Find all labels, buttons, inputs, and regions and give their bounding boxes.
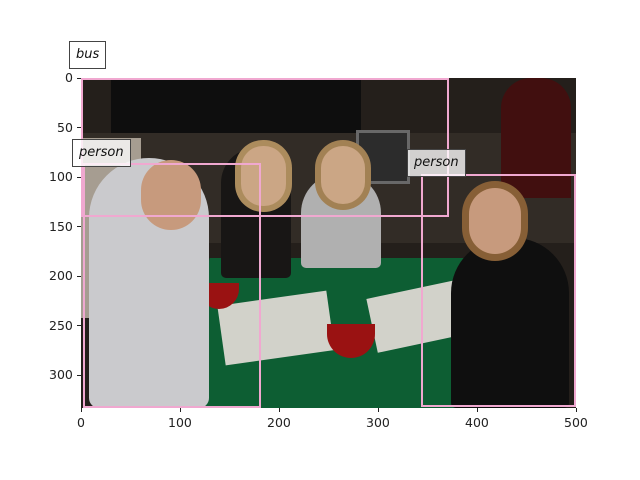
y-tick	[77, 176, 81, 178]
x-tick	[179, 408, 181, 412]
y-tick-label: 100	[49, 169, 73, 185]
woman-left-head	[241, 146, 286, 206]
x-tick-label: 100	[168, 415, 192, 430]
tv	[111, 78, 361, 133]
x-tick	[476, 408, 478, 412]
y-tick	[77, 127, 81, 129]
man-head	[141, 160, 201, 230]
y-tick	[77, 374, 81, 376]
background-person	[501, 78, 571, 198]
y-tick	[77, 226, 81, 228]
bbox-person	[82, 163, 262, 408]
x-tick-label: 200	[267, 415, 291, 430]
photo	[81, 78, 576, 408]
x-tick-label: 500	[564, 415, 588, 430]
bbox-label-bus: bus	[69, 41, 107, 69]
y-tick	[77, 275, 81, 277]
y-tick-label: 150	[49, 218, 73, 234]
y-tick	[77, 325, 81, 327]
y-tick-label: 250	[49, 317, 73, 333]
x-tick-label: 300	[366, 415, 390, 430]
y-tick-label: 50	[57, 119, 73, 135]
y-tick-label: 300	[49, 367, 73, 383]
woman-right	[451, 238, 569, 408]
y-tick-label: 0	[65, 70, 73, 85]
x-tick-label: 0	[77, 415, 85, 430]
x-tick-label: 400	[465, 415, 489, 430]
x-tick	[575, 408, 577, 412]
bbox-label-person: person	[72, 139, 131, 167]
x-tick	[377, 408, 379, 412]
y-tick	[77, 77, 81, 79]
bbox-label-person: person	[407, 149, 466, 177]
bbox-person	[420, 174, 576, 407]
woman-middle-head	[321, 146, 365, 204]
x-tick	[278, 408, 280, 412]
x-tick	[80, 408, 82, 412]
woman-right-head	[469, 188, 521, 254]
photo-shade	[81, 78, 576, 408]
y-tick-label: 200	[49, 268, 73, 284]
